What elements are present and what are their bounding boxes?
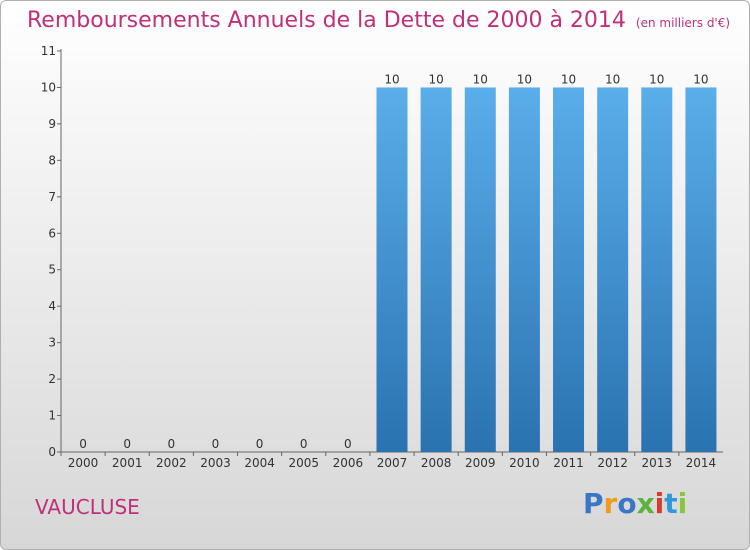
x-tick-label: 2012: [597, 456, 628, 470]
bar: [420, 87, 452, 453]
bar: [597, 87, 629, 453]
logo-letter: i: [654, 487, 665, 520]
y-tick-label: 0: [48, 445, 56, 459]
data-label: 10: [473, 72, 488, 86]
logo-letter: x: [636, 487, 655, 520]
data-label: 10: [693, 72, 708, 86]
data-label: 10: [428, 72, 443, 86]
x-tick-label: 2005: [288, 456, 319, 470]
x-tick-label: 2003: [200, 456, 231, 470]
x-tick-label: 2008: [421, 456, 452, 470]
x-tick-label: 2013: [642, 456, 673, 470]
y-tick-label: 1: [48, 409, 56, 423]
x-tick-label: 2011: [553, 456, 584, 470]
bars: [376, 87, 717, 453]
y-tick-label: 3: [48, 336, 56, 350]
y-tick-label: 2: [48, 372, 56, 386]
x-tick-label: 2014: [686, 456, 717, 470]
x-tick-label: 2006: [333, 456, 364, 470]
bar: [508, 87, 540, 453]
y-tick-label: 11: [41, 44, 56, 58]
y-tick-label: 10: [41, 80, 56, 94]
x-tick-label: 2010: [509, 456, 540, 470]
proxiti-logo: Proxiti: [583, 487, 687, 520]
y-tick-label: 9: [48, 117, 56, 131]
data-label: 0: [212, 437, 220, 451]
y-tick-label: 8: [48, 153, 56, 167]
data-label: 10: [561, 72, 576, 86]
data-labels: 0 0 0 0 0 0 0 10 10 10 10 10 10 10 10: [79, 72, 708, 451]
x-tick-label: 2002: [156, 456, 187, 470]
data-label: 10: [605, 72, 620, 86]
x-tick-label: 2004: [244, 456, 275, 470]
data-label: 0: [300, 437, 308, 451]
logo-letter: o: [617, 487, 637, 520]
x-tick-label: 2009: [465, 456, 496, 470]
chart-title: Remboursements Annuels de la Dette de 20…: [27, 8, 730, 33]
logo-letter: r: [603, 487, 618, 520]
y-tick-label: 5: [48, 263, 56, 277]
logo-letter: i: [677, 487, 688, 520]
logo-letter: P: [583, 487, 604, 520]
x-tick-label: 2001: [112, 456, 143, 470]
bar: [464, 87, 496, 453]
data-label: 0: [256, 437, 264, 451]
region-label: VAUCLUSE: [35, 495, 140, 519]
data-label: 10: [384, 72, 399, 86]
logo-letter: t: [664, 487, 678, 520]
bar: [685, 87, 717, 453]
data-label: 0: [123, 437, 131, 451]
bar: [376, 87, 408, 453]
axes: 0 1 2 3 4 5 6 7 8 9 10 11 2000 2001 2002 2003 2004 2005 20…: [41, 44, 723, 470]
y-tick-label: 6: [48, 226, 56, 240]
data-label: 0: [344, 437, 352, 451]
x-tick-label: 2007: [377, 456, 408, 470]
chart-unit: (en milliers d'€): [635, 16, 731, 30]
data-label: 10: [517, 72, 532, 86]
y-tick-label: 7: [48, 190, 56, 204]
chart-title-text: Remboursements Annuels de la Dette de 20…: [27, 8, 626, 33]
y-tick-label: 4: [48, 299, 56, 313]
data-label: 10: [649, 72, 664, 86]
data-label: 0: [79, 437, 87, 451]
x-tick-label: 2000: [68, 456, 99, 470]
data-label: 0: [168, 437, 176, 451]
bar: [553, 87, 585, 453]
bar: [641, 87, 673, 453]
